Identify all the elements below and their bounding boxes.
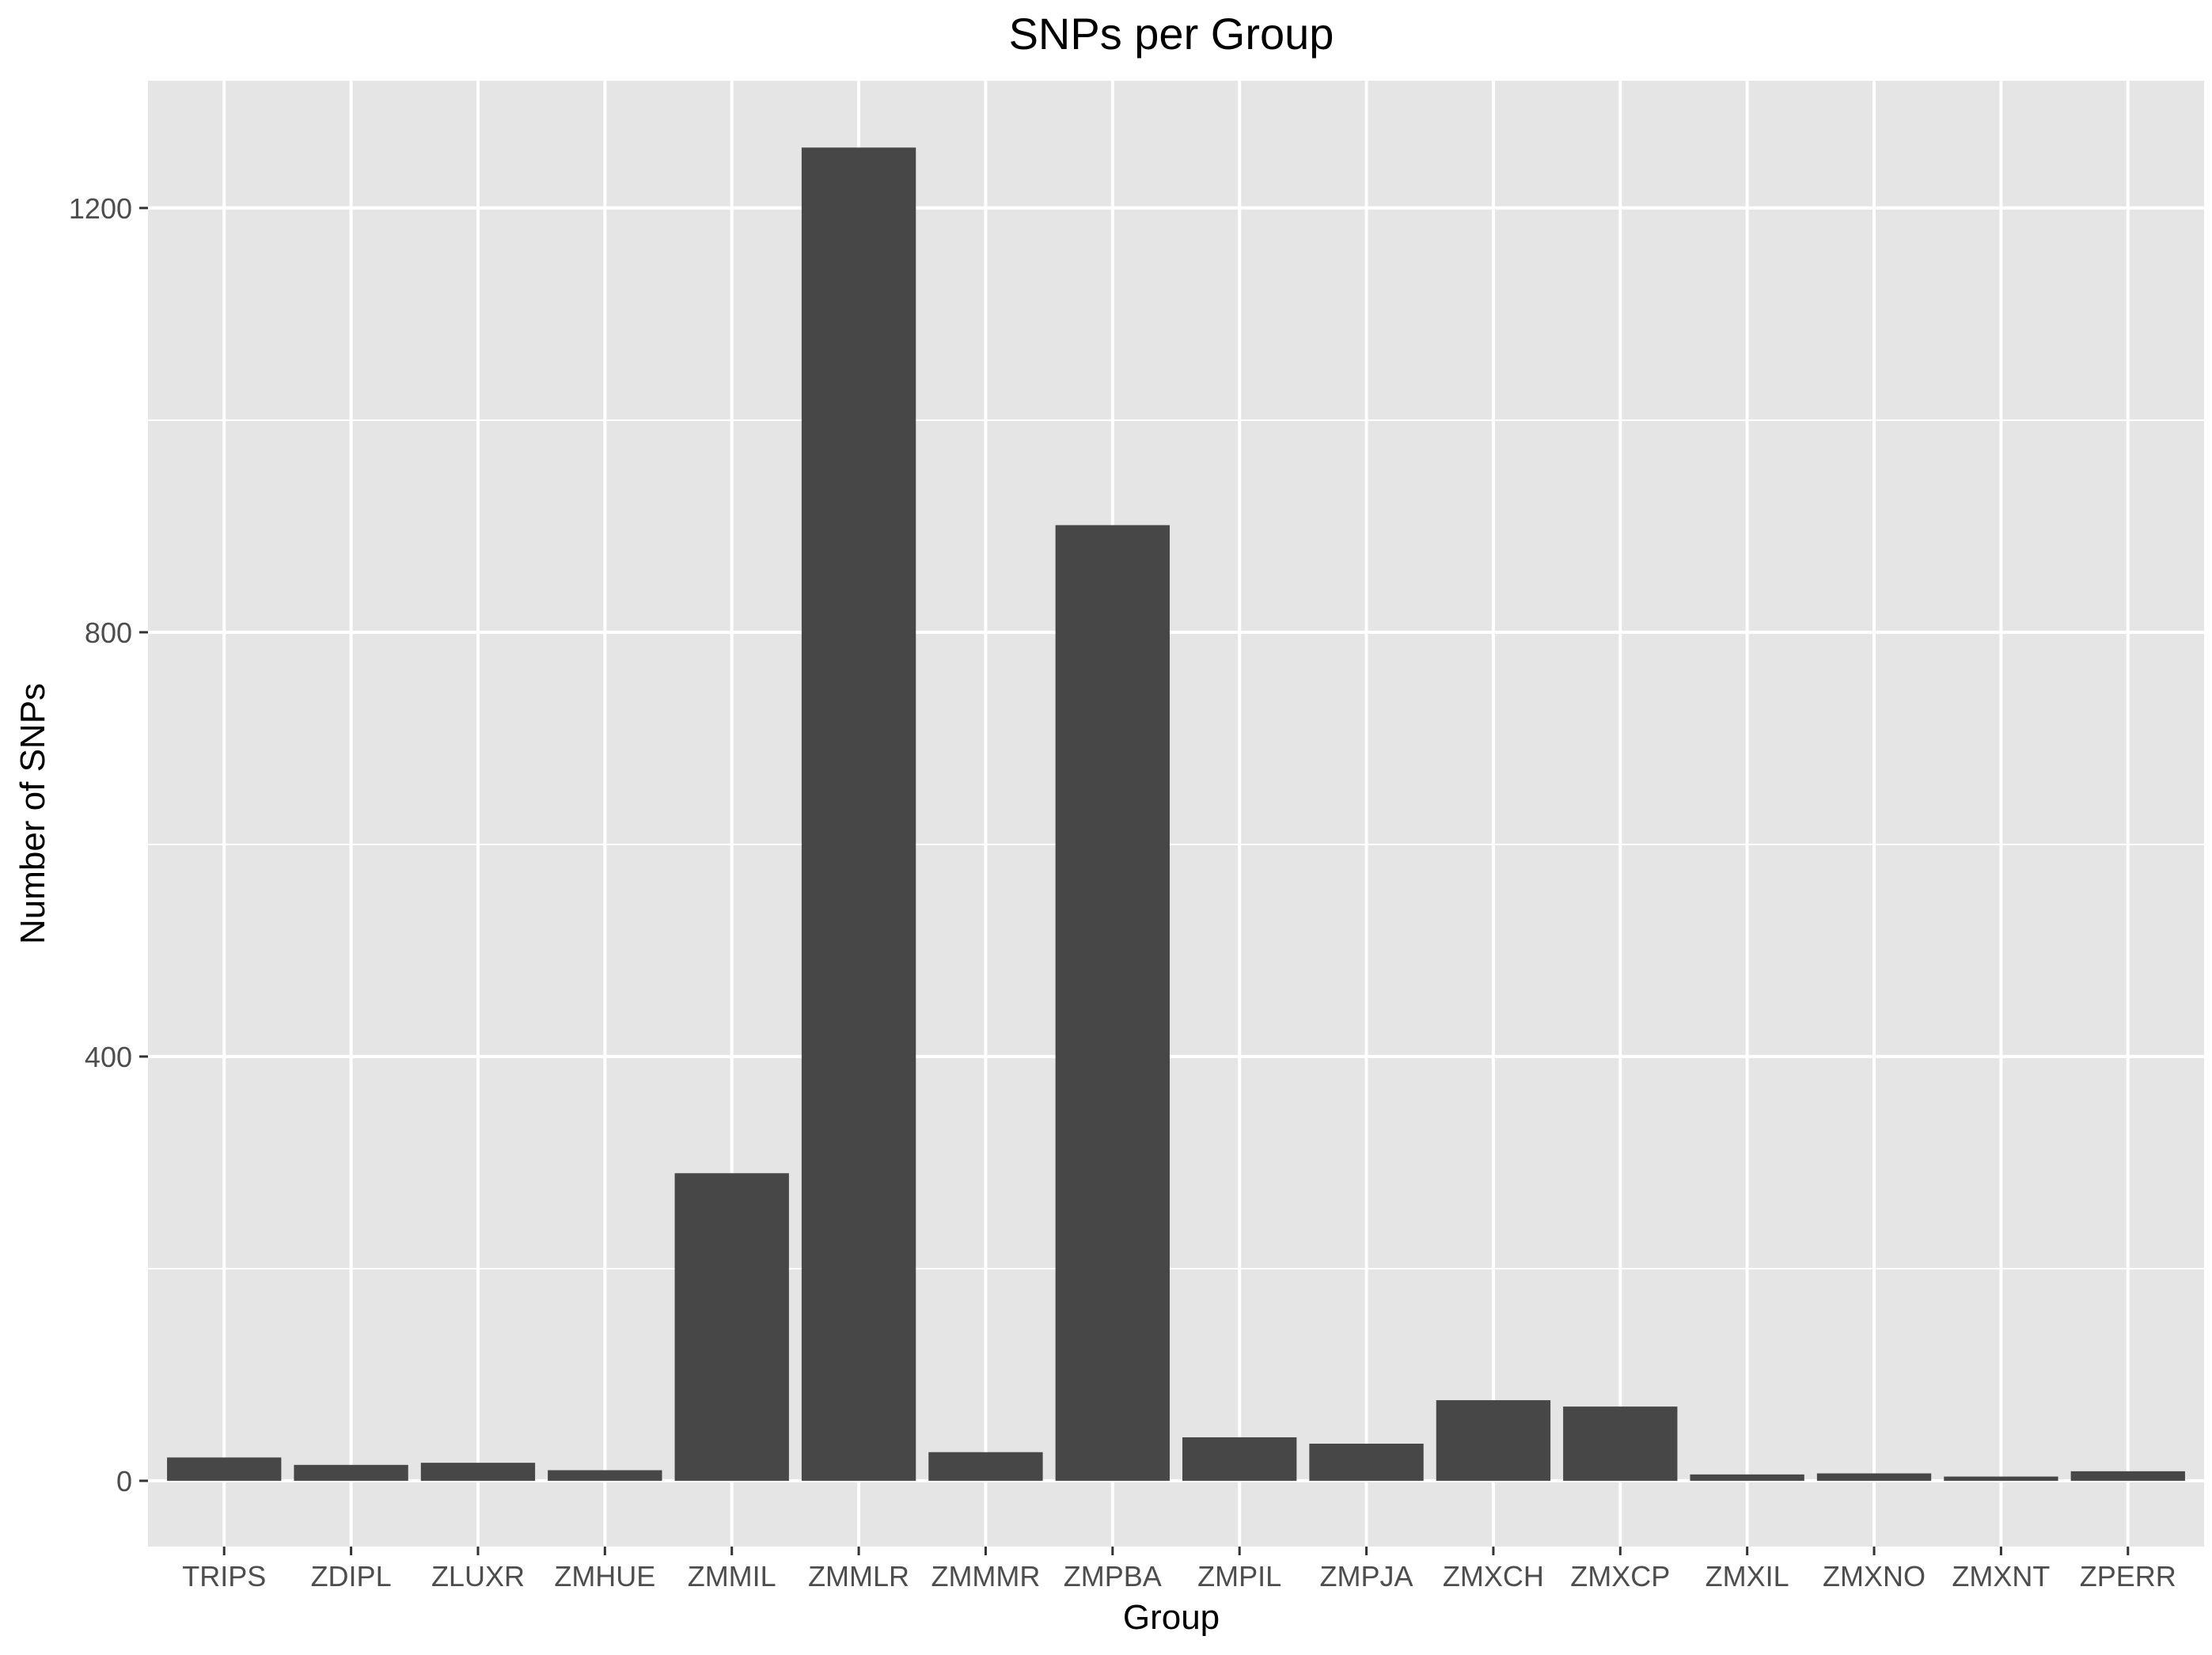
bar-zmxcp — [1563, 1406, 1678, 1481]
x-tick-label: ZMPBA — [1064, 1560, 1162, 1592]
bar-zmxch — [1436, 1400, 1551, 1481]
bar-zmxno — [1816, 1473, 1932, 1481]
y-axis: 0 400 800 1200 — [69, 192, 148, 1497]
x-tick-label: ZMMMR — [931, 1560, 1040, 1592]
bar-zdipl — [294, 1464, 408, 1481]
y-tick-label: 800 — [85, 617, 132, 649]
plot-panel — [148, 81, 2204, 1547]
bar-zluxr — [420, 1463, 536, 1481]
x-axis: TRIPS ZDIPL ZLUXR ZMHUE ZMMIL ZMMLR ZMMMR ZMPBA… — [182, 1547, 2176, 1592]
x-tick-label: ZDIPL — [311, 1560, 392, 1592]
x-tick-label: ZMMIL — [688, 1560, 776, 1592]
x-tick-label: ZMXNT — [1952, 1560, 2050, 1592]
x-tick-label: ZMMLR — [808, 1560, 909, 1592]
y-tick-label: 1200 — [69, 192, 132, 225]
x-axis-title: Group — [1123, 1598, 1220, 1637]
bar-zmmmr — [928, 1452, 1043, 1481]
x-tick-label: ZLUXR — [431, 1560, 525, 1592]
bars — [167, 147, 2185, 1481]
y-tick-label: 400 — [85, 1041, 132, 1073]
bar-zmpba — [1055, 525, 1170, 1481]
y-axis-title: Number of SNPs — [13, 683, 52, 944]
x-tick-label: ZMPIL — [1197, 1560, 1281, 1592]
x-tick-label: TRIPS — [182, 1560, 266, 1592]
bar-trips — [167, 1457, 282, 1481]
bar-zmmlr — [801, 147, 916, 1481]
bar-zmhue — [548, 1470, 662, 1481]
x-tick-label: ZMHUE — [554, 1560, 655, 1592]
bar-zperr — [2070, 1471, 2185, 1481]
bar-zmpil — [1182, 1437, 1297, 1481]
y-tick-label: 0 — [116, 1465, 132, 1497]
chart-title: SNPs per Group — [1009, 9, 1334, 59]
bar-zmxil — [1690, 1474, 1804, 1481]
x-tick-label: ZMPJA — [1320, 1560, 1413, 1592]
bar-zmpja — [1309, 1444, 1424, 1481]
x-tick-label: ZMXIL — [1705, 1560, 1789, 1592]
bar-zmxnt — [1944, 1476, 2058, 1481]
x-tick-label: ZMXNO — [1823, 1560, 1926, 1592]
x-tick-label: ZMXCH — [1443, 1560, 1544, 1592]
x-tick-label: ZPERR — [2080, 1560, 2176, 1592]
bar-zmmil — [674, 1173, 789, 1481]
minor-gridlines — [148, 419, 2204, 1270]
x-tick-label: ZMXCP — [1570, 1560, 1670, 1592]
